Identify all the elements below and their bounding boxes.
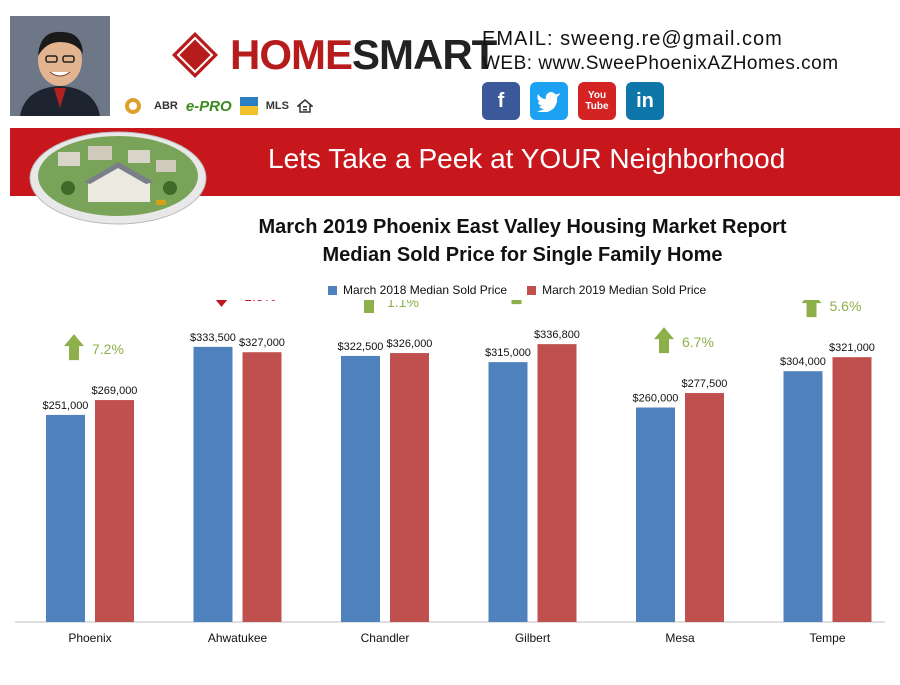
data-label-gilbert-2019: $336,800 bbox=[534, 329, 580, 341]
data-label-mesa-2019: $277,500 bbox=[682, 378, 728, 390]
contact-email[interactable]: EMAIL: sweeng.re@gmail.com bbox=[482, 28, 783, 50]
bar-mesa-2018 bbox=[636, 407, 675, 622]
up-arrow-icon-tempe bbox=[801, 300, 822, 318]
bar-chandler-2018 bbox=[341, 355, 380, 622]
legend-item-2019: March 2019 Median Sold Price bbox=[527, 283, 706, 297]
facebook-label: f bbox=[497, 89, 505, 112]
youtube-icon[interactable]: You Tube bbox=[578, 82, 616, 120]
legend-label-2019: March 2019 Median Sold Price bbox=[542, 283, 707, 297]
down-arrow-icon-ahwatukee bbox=[215, 300, 228, 307]
epro-badge: e-PRO bbox=[185, 97, 232, 115]
energy-star-icon bbox=[239, 97, 258, 115]
up-arrow-icon-phoenix bbox=[64, 334, 84, 361]
data-label-ahwatukee-2018: $333,500 bbox=[190, 332, 236, 344]
certification-badges: ABR e-PRO MLS bbox=[120, 92, 400, 120]
linkedin-icon[interactable]: in bbox=[626, 82, 664, 120]
legend-swatch-2019 bbox=[527, 285, 537, 295]
category-label-gilbert: Gilbert bbox=[515, 631, 551, 645]
chart-title: March 2019 Phoenix East Valley Housing M… bbox=[258, 216, 787, 238]
legend-label-2018: March 2018 Median Sold Price bbox=[343, 283, 508, 297]
up-arrow-icon-mesa bbox=[654, 327, 674, 354]
bar-gilbert-2019 bbox=[537, 344, 577, 622]
bar-chandler-2019 bbox=[390, 353, 429, 622]
bar-chart: $251,000$269,000 Phoenix 7.2% $333,500 $327,… bbox=[15, 300, 885, 645]
category-label-ahwatukee: Ahwatukee bbox=[208, 631, 268, 645]
equal-housing-icon bbox=[296, 98, 313, 114]
up-arrow-icon-chandler bbox=[364, 300, 374, 314]
mls-badge: MLS bbox=[265, 100, 289, 112]
social-links: f t You Tube in bbox=[482, 82, 664, 120]
youtube-label: You Tube bbox=[585, 90, 609, 112]
chart-legend: March 2018 Median Sold Price March 2019 … bbox=[328, 283, 706, 297]
bar-phoenix-2018 bbox=[46, 414, 85, 622]
bar-phoenix-2019 bbox=[95, 400, 134, 622]
brand-part-smart: SMART bbox=[352, 31, 497, 78]
change-label-phoenix: 7.2% bbox=[92, 341, 124, 357]
bar-ahwatukee-2019 bbox=[242, 352, 282, 622]
change-label-gilbert: 6.9% bbox=[535, 300, 567, 301]
data-label-tempe-2019: $321,000 bbox=[829, 342, 875, 354]
up-arrow-icon-gilbert bbox=[511, 300, 522, 305]
data-label-gilbert-2018: $315,000 bbox=[485, 347, 531, 359]
category-label-mesa: Mesa bbox=[665, 631, 695, 645]
chart-subtitle: Median Sold Price for Single Family Home bbox=[322, 244, 723, 266]
agent-photo bbox=[10, 16, 110, 116]
bar-tempe-2019 bbox=[832, 357, 872, 622]
data-label-phoenix-2019: $269,000 bbox=[92, 385, 138, 397]
legend-swatch-2018 bbox=[328, 285, 337, 295]
bar-ahwatukee-2018 bbox=[193, 346, 233, 622]
data-label-tempe-2018: $304,000 bbox=[780, 356, 826, 368]
facebook-icon[interactable]: f bbox=[482, 82, 520, 120]
contact-website[interactable]: WEB: www.SweePhoenixAZHomes.com bbox=[482, 53, 839, 74]
data-label-chandler-2019: $326,000 bbox=[387, 338, 433, 350]
neighborhood-image bbox=[28, 122, 208, 226]
legend-item-2018: March 2018 Median Sold Price bbox=[328, 283, 507, 297]
award-icon bbox=[120, 95, 146, 117]
category-label-chandler: Chandler bbox=[361, 631, 410, 645]
homesmart-logo-icon bbox=[170, 30, 220, 80]
change-label-mesa: 6.7% bbox=[682, 334, 714, 350]
change-label-chandler: 1.1% bbox=[387, 300, 419, 310]
data-label-chandler-2018: $322,500 bbox=[338, 341, 384, 353]
data-label-mesa-2018: $260,000 bbox=[633, 393, 679, 405]
change-label-tempe: 5.6% bbox=[830, 300, 862, 314]
category-label-phoenix: Phoenix bbox=[68, 631, 111, 645]
abr-badge: ABR bbox=[154, 100, 178, 112]
bar-gilbert-2018 bbox=[488, 362, 528, 622]
bar-mesa-2019 bbox=[685, 393, 724, 622]
data-label-phoenix-2018: $251,000 bbox=[43, 400, 89, 412]
category-label-tempe: Tempe bbox=[809, 631, 845, 645]
data-label-ahwatukee-2019: $327,000 bbox=[239, 337, 285, 349]
bar-tempe-2018 bbox=[783, 371, 823, 622]
brand-part-home: HOME bbox=[230, 31, 353, 78]
brand-logo: HOMESMART bbox=[230, 30, 497, 80]
twitter-icon[interactable]: t bbox=[530, 82, 568, 120]
banner-headline: Lets Take a Peek at YOUR Neighborhood bbox=[268, 143, 786, 174]
linkedin-label: in bbox=[636, 89, 654, 112]
change-label-ahwatukee: -1.9% bbox=[240, 300, 277, 304]
